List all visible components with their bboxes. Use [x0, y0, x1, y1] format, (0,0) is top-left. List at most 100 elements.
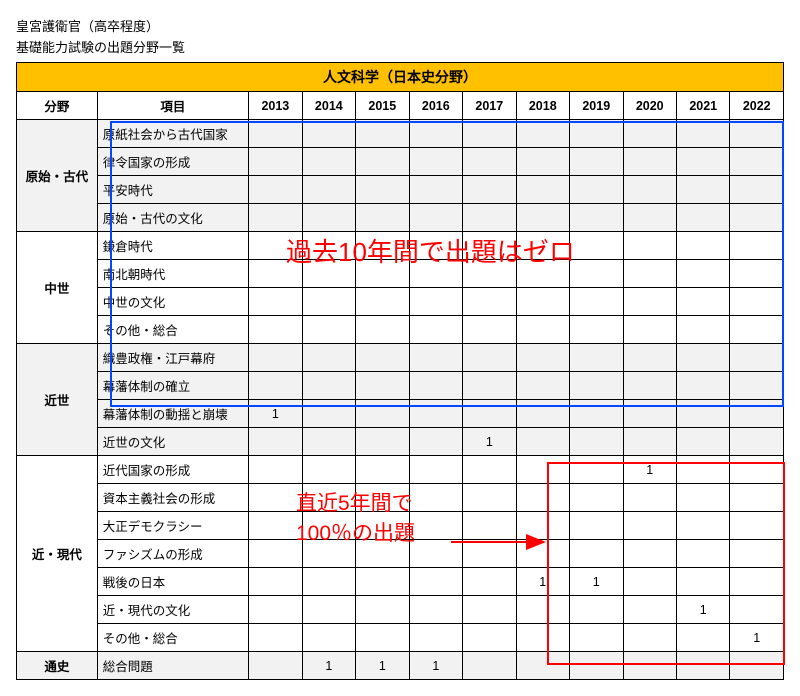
data-cell [463, 484, 516, 512]
category-cell: 近・現代 [17, 456, 98, 652]
data-cell [516, 596, 569, 624]
data-cell [356, 568, 409, 596]
data-cell [730, 260, 784, 288]
data-cell [676, 400, 729, 428]
item-cell: 平安時代 [97, 176, 248, 204]
data-cell [249, 428, 302, 456]
item-cell: 幕藩体制の確立 [97, 372, 248, 400]
data-cell [249, 176, 302, 204]
data-cell [409, 120, 462, 148]
data-cell [249, 568, 302, 596]
data-cell [249, 288, 302, 316]
data-cell [356, 372, 409, 400]
category-cell: 通史 [17, 652, 98, 680]
data-cell [463, 120, 516, 148]
col-year: 2015 [356, 92, 409, 120]
data-cell [623, 260, 676, 288]
data-cell [623, 204, 676, 232]
item-cell: 近世の文化 [97, 428, 248, 456]
data-cell [730, 148, 784, 176]
data-cell [570, 288, 623, 316]
item-cell: 南北朝時代 [97, 260, 248, 288]
data-cell [623, 120, 676, 148]
data-cell [676, 148, 729, 176]
data-cell [516, 456, 569, 484]
data-cell [730, 596, 784, 624]
data-cell [570, 148, 623, 176]
data-cell [623, 540, 676, 568]
data-cell [570, 232, 623, 260]
data-cell [623, 652, 676, 680]
data-cell [249, 596, 302, 624]
data-cell [516, 260, 569, 288]
data-cell [570, 400, 623, 428]
data-cell [463, 512, 516, 540]
data-cell [409, 540, 462, 568]
data-cell [623, 288, 676, 316]
data-cell [249, 204, 302, 232]
data-cell [570, 596, 623, 624]
data-cell [623, 400, 676, 428]
data-cell [302, 288, 355, 316]
data-cell [463, 232, 516, 260]
col-year: 2019 [570, 92, 623, 120]
data-cell [570, 344, 623, 372]
data-cell [409, 456, 462, 484]
data-cell [249, 484, 302, 512]
data-cell [676, 484, 729, 512]
data-cell: 1 [249, 400, 302, 428]
data-cell [302, 568, 355, 596]
data-cell [516, 120, 569, 148]
data-cell [249, 260, 302, 288]
data-cell [730, 400, 784, 428]
data-cell [676, 652, 729, 680]
data-cell [302, 456, 355, 484]
data-cell [302, 148, 355, 176]
data-cell [302, 344, 355, 372]
data-cell [730, 484, 784, 512]
data-cell [676, 512, 729, 540]
data-cell [570, 652, 623, 680]
data-cell [516, 344, 569, 372]
data-cell [409, 232, 462, 260]
item-cell: その他・総合 [97, 316, 248, 344]
col-year: 2017 [463, 92, 516, 120]
data-cell [516, 540, 569, 568]
col-year: 2014 [302, 92, 355, 120]
data-cell [302, 232, 355, 260]
data-cell [356, 316, 409, 344]
data-cell [356, 204, 409, 232]
data-cell [463, 652, 516, 680]
data-cell [623, 568, 676, 596]
item-cell: 中世の文化 [97, 288, 248, 316]
data-cell [356, 148, 409, 176]
data-cell [409, 176, 462, 204]
data-cell [570, 512, 623, 540]
data-cell [249, 540, 302, 568]
data-cell [409, 596, 462, 624]
col-year: 2013 [249, 92, 302, 120]
data-cell [409, 512, 462, 540]
data-cell [730, 540, 784, 568]
item-cell: 幕藩体制の動揺と崩壊 [97, 400, 248, 428]
data-cell [249, 232, 302, 260]
data-cell [623, 512, 676, 540]
data-cell [463, 148, 516, 176]
data-cell [570, 204, 623, 232]
data-cell: 1 [356, 652, 409, 680]
data-cell [356, 120, 409, 148]
col-year: 2016 [409, 92, 462, 120]
data-cell [570, 260, 623, 288]
data-cell [249, 316, 302, 344]
category-cell: 近世 [17, 344, 98, 456]
data-cell: 1 [570, 568, 623, 596]
data-cell [249, 372, 302, 400]
data-cell [623, 148, 676, 176]
data-cell [730, 428, 784, 456]
data-cell [463, 260, 516, 288]
data-cell [302, 120, 355, 148]
item-cell: 総合問題 [97, 652, 248, 680]
data-cell [409, 260, 462, 288]
data-cell [516, 204, 569, 232]
data-cell [516, 372, 569, 400]
